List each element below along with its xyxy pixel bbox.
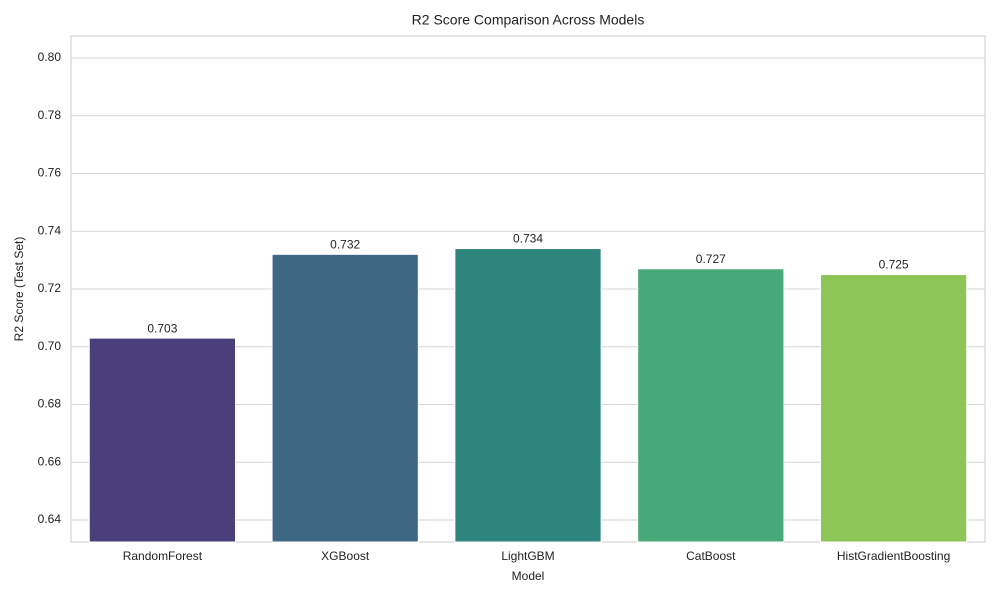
bar — [454, 248, 602, 543]
y-tick-label: 0.74 — [38, 223, 62, 237]
data-label: 0.732 — [330, 238, 360, 252]
data-label: 0.703 — [147, 321, 177, 335]
y-tick-label: 0.72 — [38, 281, 62, 295]
data-label: 0.727 — [696, 252, 726, 266]
y-axis-label: R2 Score (Test Set) — [12, 237, 26, 342]
bar — [819, 274, 968, 543]
bar — [88, 337, 237, 543]
x-tick-label: XGBoost — [321, 549, 370, 563]
bar — [271, 253, 419, 543]
y-tick-label: 0.78 — [38, 108, 62, 122]
x-axis-label: Model — [512, 569, 545, 583]
y-tick-label: 0.80 — [38, 50, 62, 64]
y-tick-label: 0.64 — [38, 512, 62, 526]
data-label: 0.734 — [513, 232, 543, 246]
x-tick-label: HistGradientBoosting — [837, 549, 950, 563]
y-tick-label: 0.66 — [38, 454, 62, 468]
x-tick-label: RandomForest — [123, 549, 203, 563]
chart-title: R2 Score Comparison Across Models — [412, 12, 645, 28]
y-tick-label: 0.68 — [38, 397, 62, 411]
y-tick-label: 0.70 — [38, 339, 62, 353]
data-label: 0.725 — [879, 258, 909, 272]
bar — [637, 268, 785, 543]
x-tick-label: CatBoost — [686, 549, 736, 563]
y-tick-label: 0.76 — [38, 166, 62, 180]
x-tick-label: LightGBM — [501, 549, 554, 563]
